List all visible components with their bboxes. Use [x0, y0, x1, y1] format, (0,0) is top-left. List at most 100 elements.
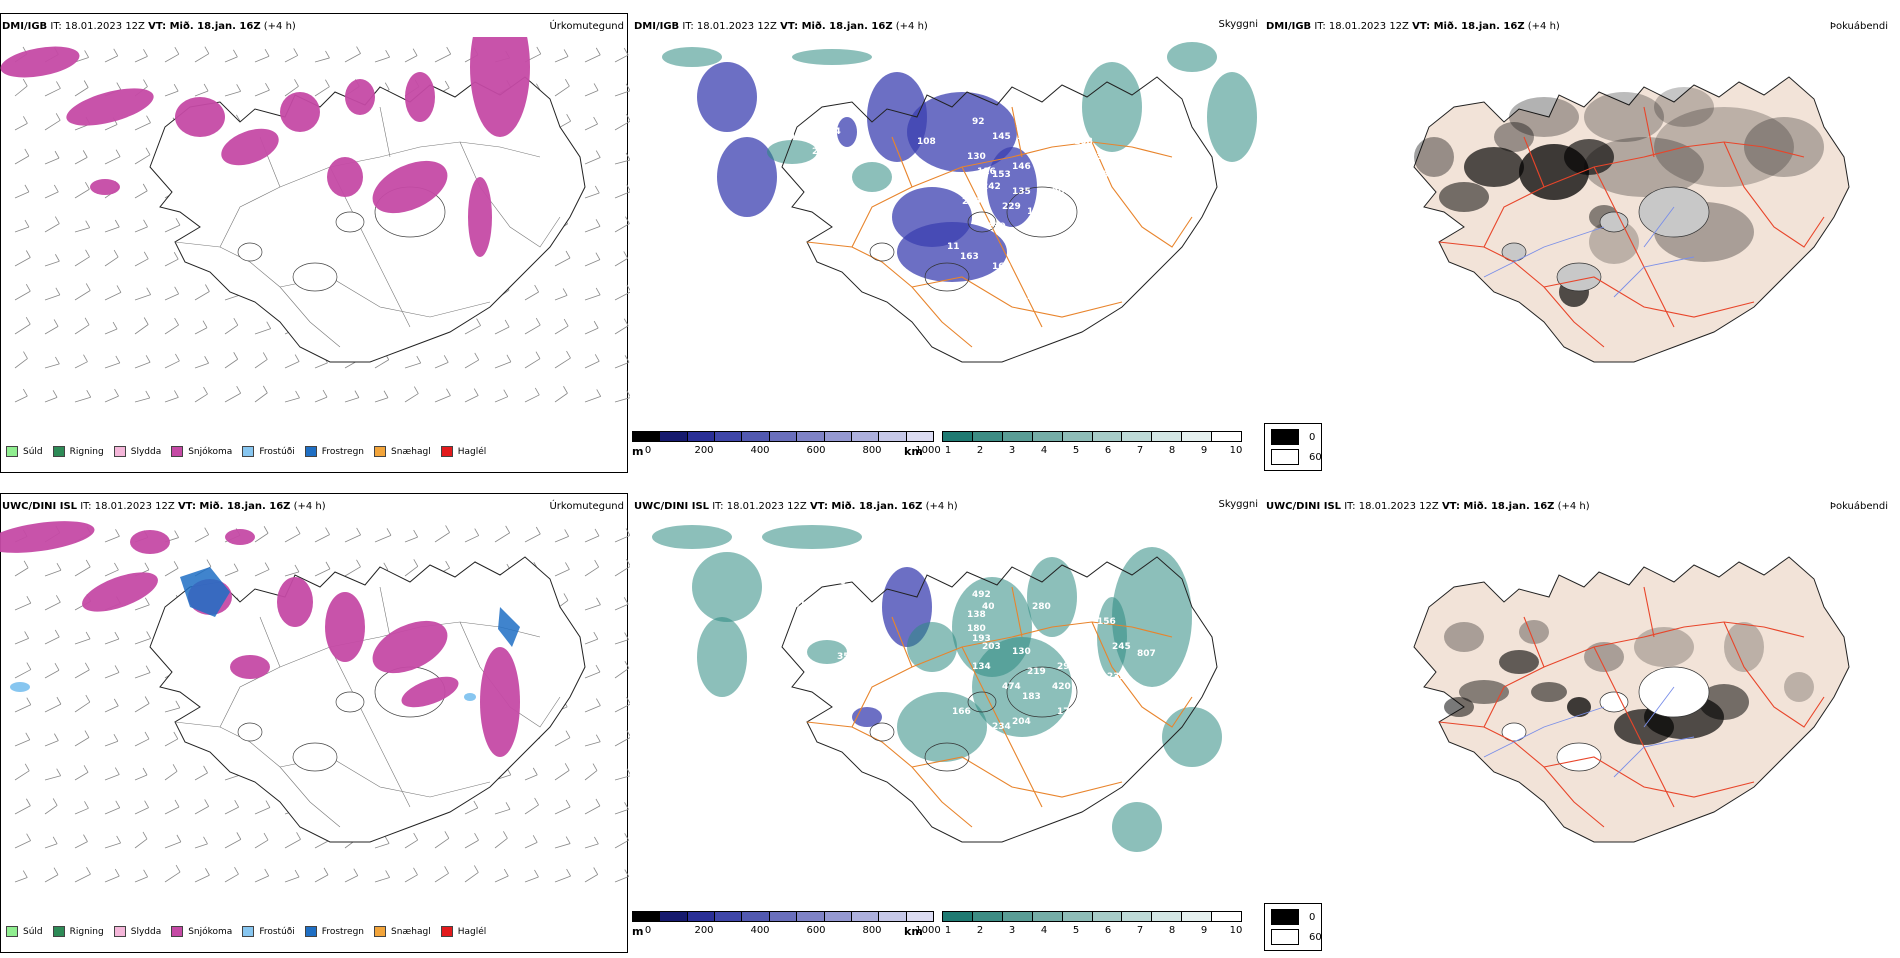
fog-swatch-0	[1271, 429, 1299, 445]
height-tick: 0	[644, 445, 652, 456]
visibility-value-label: 104	[822, 127, 841, 137]
visibility-value-label: 245	[1112, 642, 1131, 652]
fog-map	[1264, 517, 1894, 917]
height-ticks: 0 200 400 600 800 1000	[632, 444, 941, 458]
legend-swatch	[374, 446, 387, 457]
height-tick: 800	[862, 925, 882, 936]
legend-swatch	[6, 926, 18, 937]
visibility-value-label: 420	[1052, 682, 1071, 692]
precip-type-legend: Súld Rigning Slydda Snjókoma Frostúði Frostre…	[6, 446, 486, 457]
legend-label: Frostúði	[259, 446, 295, 457]
visibility-map: 443 278 301 995 299 73 357 492 40 138 180 193 203 134…	[632, 517, 1262, 907]
legend-label: Súld	[23, 926, 43, 937]
visibility-tick: 10	[1229, 925, 1243, 936]
height-scale	[632, 911, 934, 922]
fog-swatch-60	[1271, 929, 1299, 945]
fog-tick-0: 0	[1309, 911, 1316, 923]
visibility-tick: 6	[1104, 925, 1112, 936]
visibility-value-label: 239	[987, 222, 1006, 232]
visibility-value-label: 108	[917, 137, 936, 147]
legend-item: Súld	[6, 926, 43, 937]
visibility-value-label: 209	[962, 197, 981, 207]
init-time: IT: 18.01.2023 12Z	[712, 501, 807, 512]
panel-title: Þokuábendi	[1829, 501, 1888, 512]
panel-header: UWC/DINI ISL IT: 18.01.2023 12Z VT: Mið.…	[634, 501, 958, 512]
fog-map-svg	[1413, 76, 1850, 363]
fog-panel-uwc: UWC/DINI ISL IT: 18.01.2023 12Z VT: Mið.…	[1264, 493, 1894, 958]
visibility-value-label: 108	[1074, 137, 1093, 147]
visibility-color-bar	[942, 431, 1242, 442]
legend-label: Snjókoma	[188, 926, 233, 937]
visibility-value-label: 146	[1012, 162, 1031, 172]
visibility-value-label: 204	[1012, 717, 1031, 727]
visibility-tick: 4	[1040, 925, 1048, 936]
height-tick: 600	[806, 925, 826, 936]
legend-item: Frostregn	[304, 446, 364, 457]
fog-map-svg	[1413, 556, 1850, 843]
visibility-value-label: 276	[1027, 292, 1046, 302]
legend-swatch	[171, 926, 184, 937]
legend-item: Frostregn	[304, 926, 364, 937]
visibility-value-label: 204	[782, 132, 801, 142]
legend-swatch	[113, 446, 126, 457]
legend-swatch	[171, 446, 184, 457]
visibility-value-label: 995	[842, 600, 861, 610]
panel-title: Skyggni	[1218, 499, 1258, 510]
height-tick: 0	[644, 925, 652, 936]
legend-label: Haglél	[457, 926, 487, 937]
panel-title: Skyggni	[1218, 19, 1258, 30]
fog-legend: 0 60	[1264, 903, 1322, 951]
legend-swatch	[242, 926, 255, 937]
visibility-tick: 5	[1072, 925, 1080, 936]
visibility-value-label: 169	[1027, 207, 1046, 217]
legend-label: Frostúði	[259, 926, 295, 937]
visibility-value-label: 46	[1082, 227, 1095, 237]
visibility-value-label: 301	[787, 600, 806, 610]
precip-map	[0, 37, 630, 437]
legend-label: Súld	[23, 446, 43, 457]
legend-item: Rigning	[52, 926, 104, 937]
visibility-value-label: 138	[967, 610, 986, 620]
visibility-map: 76 246 204 302 104 211 347 309 20 13 166 108 92 145 11…	[632, 37, 1262, 427]
model-name: DMI/IGB	[2, 21, 48, 32]
visibility-value-label: 183	[1022, 692, 1041, 702]
visibility-panel-dmi: DMI/IGB IT: 18.01.2023 12Z VT: Mið. 18.j…	[632, 13, 1262, 478]
legend-swatch	[304, 926, 317, 937]
visibility-value-label: 31	[1062, 202, 1075, 212]
legend-swatch	[6, 446, 18, 457]
visibility-value-label: 232	[1107, 672, 1126, 682]
legend-swatch	[440, 926, 453, 937]
visibility-value-label: 492	[972, 590, 991, 600]
visibility-value-label: 309	[827, 174, 846, 184]
visibility-value-label: 170	[1057, 287, 1076, 297]
visibility-value-label: 268	[1042, 767, 1061, 777]
valid-time: VT: Mið. 18.jan. 16Z	[177, 501, 291, 512]
visibility-value-label: 11	[947, 242, 960, 252]
visibility-value-label: 145	[992, 132, 1011, 142]
visibility-value-label: 130	[967, 152, 986, 162]
visibility-ticks: 1 2 3 4 5 6 7 8 9 10	[942, 444, 1243, 458]
precip-panel-uwc: UWC/DINI ISL IT: 18.01.2023 12Z VT: Mið.…	[0, 493, 630, 958]
visibility-value-label: 807	[1137, 649, 1156, 659]
visibility-value-label: 219	[1027, 667, 1046, 677]
legend-swatch	[440, 446, 453, 457]
visibility-value-label: 474	[1002, 682, 1021, 692]
visibility-tick: 7	[1136, 445, 1144, 456]
visibility-tick: 2	[976, 445, 984, 456]
legend-swatch	[113, 926, 126, 937]
visibility-scale	[942, 431, 1242, 442]
visibility-value-label: 280	[1032, 602, 1051, 612]
height-tick: 400	[750, 445, 770, 456]
lead-time: (+4 h)	[293, 501, 326, 512]
height-ticks: 0 200 400 600 800 1000	[632, 924, 941, 938]
fog-legend: 0 60	[1264, 423, 1322, 471]
visibility-scale	[942, 911, 1242, 922]
panel-header: DMI/IGB IT: 18.01.2023 12Z VT: Mið. 18.j…	[634, 21, 928, 32]
panel-title: Úrkomutegund	[549, 21, 624, 32]
fog-tick-60: 60	[1309, 451, 1322, 463]
visibility-value-label: 145	[1067, 167, 1086, 177]
legend-label: Snæhagl	[391, 446, 431, 457]
precip-map-svg	[0, 521, 630, 883]
